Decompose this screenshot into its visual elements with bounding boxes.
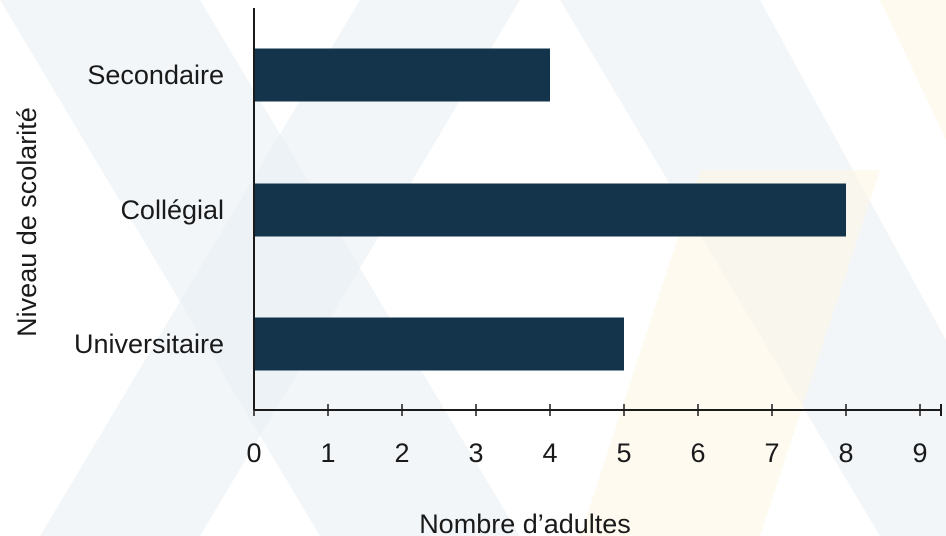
category-label-universitaire: Universitaire — [74, 329, 224, 359]
bar-universitaire — [254, 317, 624, 371]
category-label-coll-gial: Collégial — [120, 195, 224, 225]
background-chevron-4 — [580, 170, 880, 536]
x-tick-label-0: 0 — [246, 438, 261, 468]
background-chevron-5 — [880, 0, 946, 140]
y-axis-title: Niveau de scolarité — [12, 107, 42, 337]
x-axis-title: Nombre d’adultes — [419, 509, 631, 536]
background-chevron-2 — [40, 0, 520, 536]
category-labels: Secondaire Collégial Universitaire — [74, 60, 224, 359]
x-tick-labels: 0 1 2 3 4 5 6 7 8 9 — [246, 438, 927, 468]
bars-group — [254, 48, 846, 371]
x-tick-label-6: 6 — [690, 438, 705, 468]
x-tick-label-8: 8 — [838, 438, 853, 468]
bar-coll-gial — [254, 183, 846, 237]
x-tick-label-9: 9 — [912, 438, 927, 468]
bar-secondaire — [254, 48, 550, 102]
x-tick-label-5: 5 — [616, 438, 631, 468]
x-tick-label-4: 4 — [542, 438, 557, 468]
x-tick-label-1: 1 — [320, 438, 335, 468]
x-tick-label-2: 2 — [394, 438, 409, 468]
x-tick-label-7: 7 — [764, 438, 779, 468]
x-tick-label-3: 3 — [468, 438, 483, 468]
axes-group — [253, 8, 942, 416]
category-label-secondaire: Secondaire — [87, 60, 224, 90]
